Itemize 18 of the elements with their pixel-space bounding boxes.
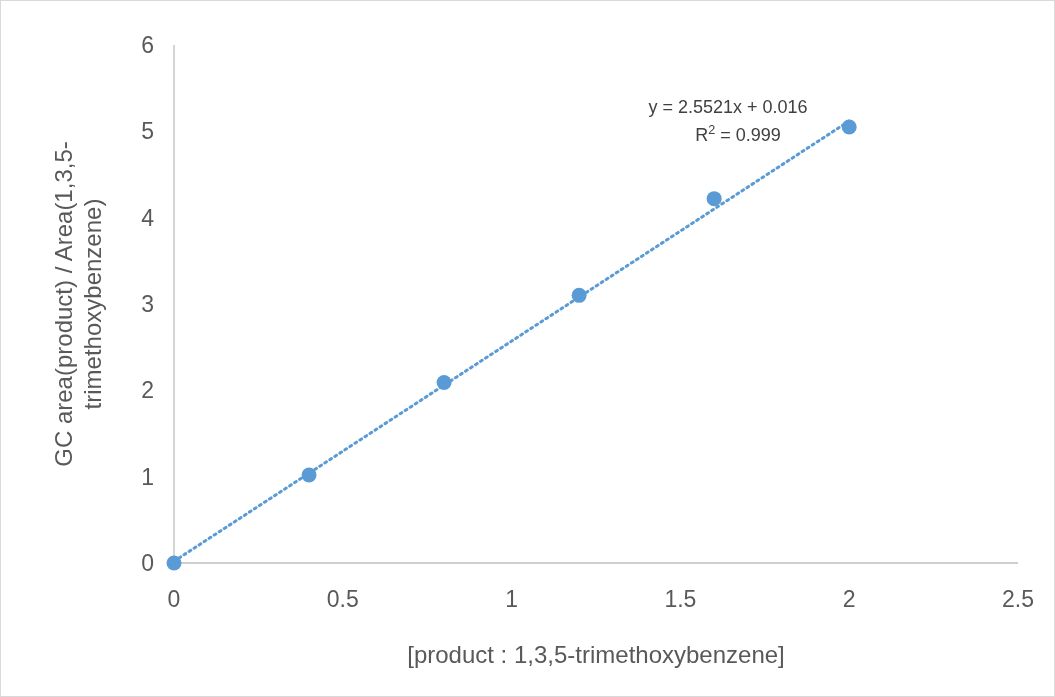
y-tick-label: 6: [141, 32, 154, 59]
x-tick-label: 2.5: [1002, 586, 1034, 612]
x-tick-label: 0: [167, 586, 181, 612]
x-tick-label: 0.5: [326, 586, 359, 612]
y-tick-label: 3: [141, 291, 154, 318]
y-axis-title: GC area(product) / Area(1,3,5-trimethoxybenzene): [49, 141, 106, 467]
y-tick-label: 0: [141, 550, 154, 577]
y-tick-label: 1: [141, 463, 154, 490]
y-tick-label: 4: [141, 204, 155, 231]
x-tick-label: 1: [505, 586, 518, 612]
x-tick-label: 2: [842, 586, 856, 612]
annotation: R$^{2}$ = 0.999: [695, 123, 781, 145]
y-tick-label: 2: [141, 377, 154, 404]
x-tick-label: 1.5: [664, 586, 697, 612]
annotation: y = 2.5521x + 0.016: [648, 97, 808, 117]
x-axis-title: [product : 1,3,5-trimethoxybenzene]: [407, 641, 785, 668]
point: [706, 191, 722, 207]
y-tick-label: 5: [141, 118, 154, 145]
